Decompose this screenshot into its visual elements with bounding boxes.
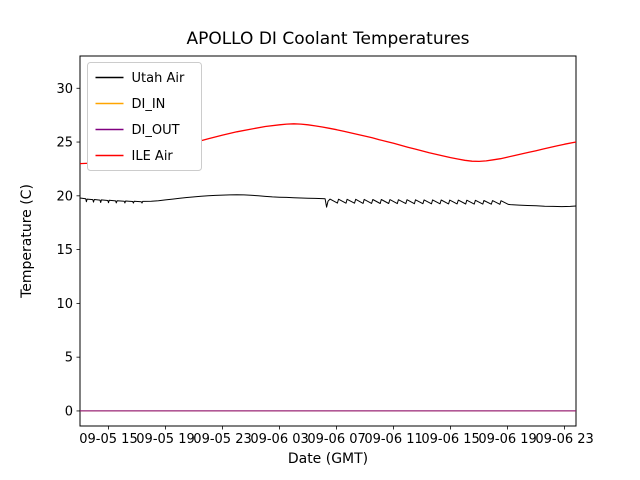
x-tick-label: 09-05 15: [79, 432, 137, 447]
chart-title: APOLLO DI Coolant Temperatures: [186, 29, 470, 49]
y-tick-label: 30: [56, 82, 73, 97]
legend-label-2: DI_OUT: [132, 123, 180, 138]
x-tick-label: 09-06 07: [307, 432, 365, 447]
legend-box: [87, 62, 202, 171]
y-tick-label: 20: [56, 189, 73, 204]
y-tick-label: 10: [56, 297, 73, 312]
axes-frame: [79, 55, 577, 427]
x-axis-label: Date (GMT): [287, 451, 369, 467]
legend-label-3: ILE Air: [132, 149, 174, 164]
legend-label-0: Utah Air: [132, 71, 185, 86]
y-tick-label: 15: [56, 243, 73, 258]
x-tick-label: 09-06 19: [478, 432, 536, 447]
y-tick-label: 25: [56, 136, 73, 151]
series-line-ile-air: [79, 123, 577, 165]
x-tick-label: 09-06 15: [421, 432, 479, 447]
y-tick-label: 0: [65, 404, 73, 419]
x-tick-label: 09-06 03: [250, 432, 308, 447]
x-tick-label: 09-05 19: [136, 432, 194, 447]
x-tick-label: 09-06 11: [364, 432, 422, 447]
series-line-utah-air: [79, 194, 577, 208]
x-tick-label: 09-05 23: [193, 432, 251, 447]
legend-label-1: DI_IN: [132, 97, 166, 112]
y-tick-label: 5: [65, 351, 73, 366]
x-tick-label: 09-06 23: [535, 432, 593, 447]
